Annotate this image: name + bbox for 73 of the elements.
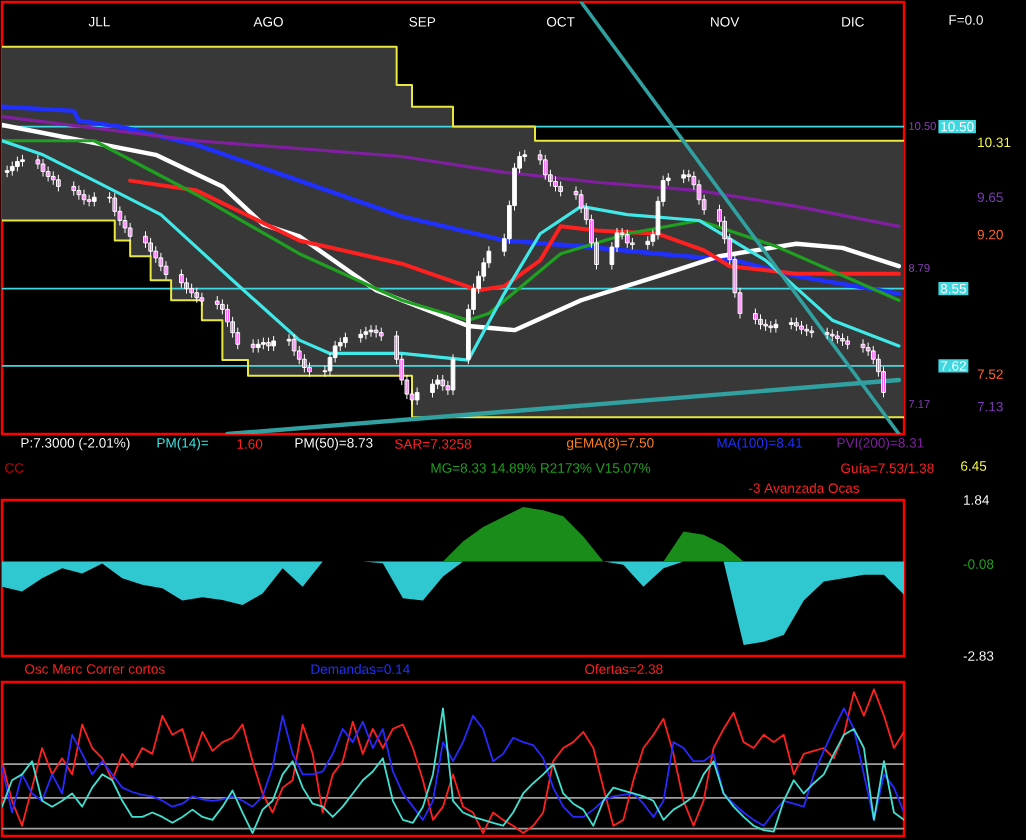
candlestick bbox=[763, 318, 768, 332]
candlestick bbox=[112, 192, 118, 217]
candlestick bbox=[15, 156, 20, 172]
candlestick bbox=[86, 194, 92, 207]
candlestick bbox=[773, 318, 779, 334]
candlestick bbox=[40, 158, 46, 177]
candlestick bbox=[363, 326, 369, 340]
candlestick bbox=[91, 191, 97, 207]
candlestick bbox=[799, 320, 804, 335]
line-series bbox=[128, 178, 901, 293]
candlestick bbox=[553, 175, 558, 192]
candlestick bbox=[440, 374, 446, 392]
candlestick bbox=[845, 335, 850, 350]
candlestick bbox=[373, 324, 379, 339]
candlestick bbox=[794, 317, 799, 332]
candlestick bbox=[266, 337, 271, 352]
candlestick bbox=[630, 237, 635, 251]
candlestick bbox=[681, 169, 686, 184]
candlestick bbox=[558, 180, 563, 197]
line-series bbox=[2, 104, 902, 296]
candlestick bbox=[127, 222, 133, 242]
candlestick bbox=[153, 245, 159, 264]
candlestick bbox=[788, 317, 794, 330]
candlestick bbox=[343, 332, 348, 349]
candlestick bbox=[81, 189, 87, 206]
candlestick bbox=[758, 313, 763, 330]
candlestick bbox=[368, 324, 374, 338]
candlestick bbox=[378, 327, 384, 342]
candlestick bbox=[214, 295, 220, 310]
candlestick bbox=[9, 161, 15, 177]
candlestick bbox=[271, 335, 276, 352]
candlestick bbox=[768, 320, 774, 334]
line-series bbox=[2, 115, 901, 228]
candlestick bbox=[194, 287, 200, 304]
candlestick bbox=[199, 292, 205, 307]
candlestick bbox=[645, 235, 651, 251]
candlestick bbox=[143, 230, 148, 249]
candlestick bbox=[255, 338, 261, 354]
candlestick bbox=[686, 169, 692, 182]
candlestick bbox=[291, 333, 297, 357]
candlestick bbox=[624, 229, 630, 249]
candlestick bbox=[753, 308, 758, 325]
candlestick bbox=[835, 330, 840, 344]
candlestick bbox=[4, 165, 10, 178]
candlestick bbox=[542, 154, 548, 181]
candlestick bbox=[148, 237, 153, 257]
candlestick bbox=[189, 283, 194, 299]
candlestick bbox=[804, 323, 809, 337]
candlestick bbox=[414, 386, 420, 406]
candlestick bbox=[450, 353, 456, 396]
candlestick bbox=[307, 362, 312, 378]
candlestick bbox=[184, 277, 189, 295]
candlestick bbox=[435, 374, 440, 390]
candlestick bbox=[809, 325, 815, 339]
candlestick bbox=[50, 170, 56, 186]
candlestick bbox=[358, 328, 364, 344]
candlestick bbox=[840, 332, 845, 347]
candlestick bbox=[56, 174, 61, 192]
candlestick bbox=[302, 353, 307, 374]
candlestick bbox=[829, 328, 835, 342]
candlestick bbox=[45, 165, 51, 182]
candlestick bbox=[179, 269, 184, 289]
candlestick bbox=[163, 260, 169, 280]
candlestick bbox=[824, 327, 830, 340]
candlestick bbox=[261, 337, 266, 350]
candlestick bbox=[860, 338, 866, 354]
candlestick bbox=[76, 185, 82, 201]
candlestick bbox=[865, 342, 871, 357]
candlestick bbox=[430, 378, 435, 398]
candlestick bbox=[250, 338, 256, 354]
line-series bbox=[2, 139, 901, 362]
candlestick bbox=[71, 180, 77, 197]
candlestick bbox=[20, 154, 25, 167]
